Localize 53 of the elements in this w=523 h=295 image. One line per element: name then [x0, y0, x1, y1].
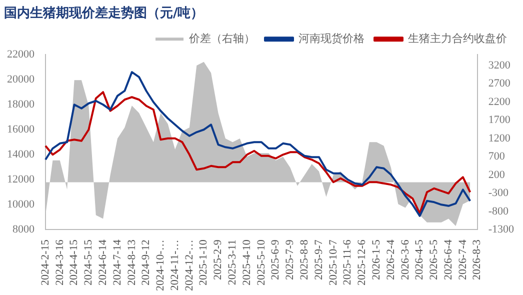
x-tick-label: 2025-11-6 — [342, 239, 354, 286]
y-tick-label: 16000 — [7, 124, 35, 136]
y-tick-label: 8000 — [12, 224, 35, 236]
x-tick-label: 2024-7-14 — [111, 239, 124, 286]
x-tick-label: 2024-4-15 — [68, 239, 80, 286]
x-tick-label: 2026-1-5 — [370, 239, 382, 280]
y2-tick-label: -1300 — [488, 224, 514, 236]
x-tick-label: 2025-8-8 — [298, 239, 310, 280]
x-tick-label: 2025-10-7 — [327, 239, 340, 286]
x-tick-label: 2024-2-15 — [39, 239, 52, 286]
x-tick-label: 2025-2-9 — [212, 239, 224, 280]
x-tick-label: 2024-11-… — [168, 240, 181, 291]
y2-tick-label: -300 — [488, 187, 509, 200]
legend-label: 生猪主力合约收盘价 — [408, 32, 507, 45]
x-tick-label: 2026-3-6 — [399, 239, 412, 280]
y2-tick-label: 2700 — [488, 78, 511, 90]
y-tick-label: 22000 — [7, 48, 35, 60]
x-tick-label: 2025-9-7 — [312, 239, 325, 280]
y-tick-label: 12000 — [7, 174, 35, 186]
y-tick-label: 10000 — [7, 198, 35, 211]
x-tick-label: 2025-4-10 — [240, 239, 253, 286]
x-tick-label: 2026-5-5 — [428, 239, 440, 280]
x-tick-label: 2025-3-11 — [226, 240, 239, 286]
y2-tick-label: 700 — [488, 150, 506, 163]
x-tick-label: 2026-2-4 — [384, 239, 397, 280]
x-tick-label: 2024-3-16 — [54, 239, 66, 286]
chart-title: 国内生猪期现价差走势图（元/吨） — [4, 5, 204, 22]
y2-tick-label: 200 — [488, 168, 506, 181]
y-tick-label: 18000 — [7, 98, 35, 111]
y2-tick-label: 1200 — [488, 132, 511, 144]
y2-tick-label: 2200 — [488, 96, 511, 108]
y2-tick-label: 1700 — [488, 114, 511, 126]
y2-tick-label: -800 — [488, 205, 509, 218]
x-tick-label: 2025-7-9 — [284, 239, 296, 280]
x-tick-label: 2026-8-3 — [471, 239, 484, 280]
x-tick-label: 2025-5-10 — [255, 239, 268, 286]
x-tick-label: 2025-12-6 — [356, 239, 368, 286]
y-tick-label: 14000 — [7, 148, 35, 161]
legend-label: 价差（右轴） — [188, 32, 255, 45]
x-tick-label: 2024-5-15 — [82, 239, 95, 286]
x-tick-label: 2025-6-9 — [270, 239, 282, 280]
x-tick-label: 2026-6-4 — [442, 239, 454, 280]
x-tick-label: 2024-8-13 — [126, 239, 138, 286]
x-tick-label: 2024-9-12 — [140, 240, 152, 286]
y-tick-label: 20000 — [7, 74, 35, 86]
legend-label: 河南现货价格 — [298, 32, 364, 45]
x-tick-label: 2025-1-10 — [198, 239, 210, 286]
y2-tick-label: 3200 — [488, 59, 511, 72]
x-tick-label: 2024-6-14 — [96, 239, 109, 286]
x-tick-label: 2024-12-… — [183, 240, 196, 291]
x-tick-label: 2024-10-… — [154, 240, 167, 291]
x-tick-label: 2026-4-5 — [414, 239, 426, 280]
x-tick-label: 2026-7-4 — [456, 239, 469, 280]
